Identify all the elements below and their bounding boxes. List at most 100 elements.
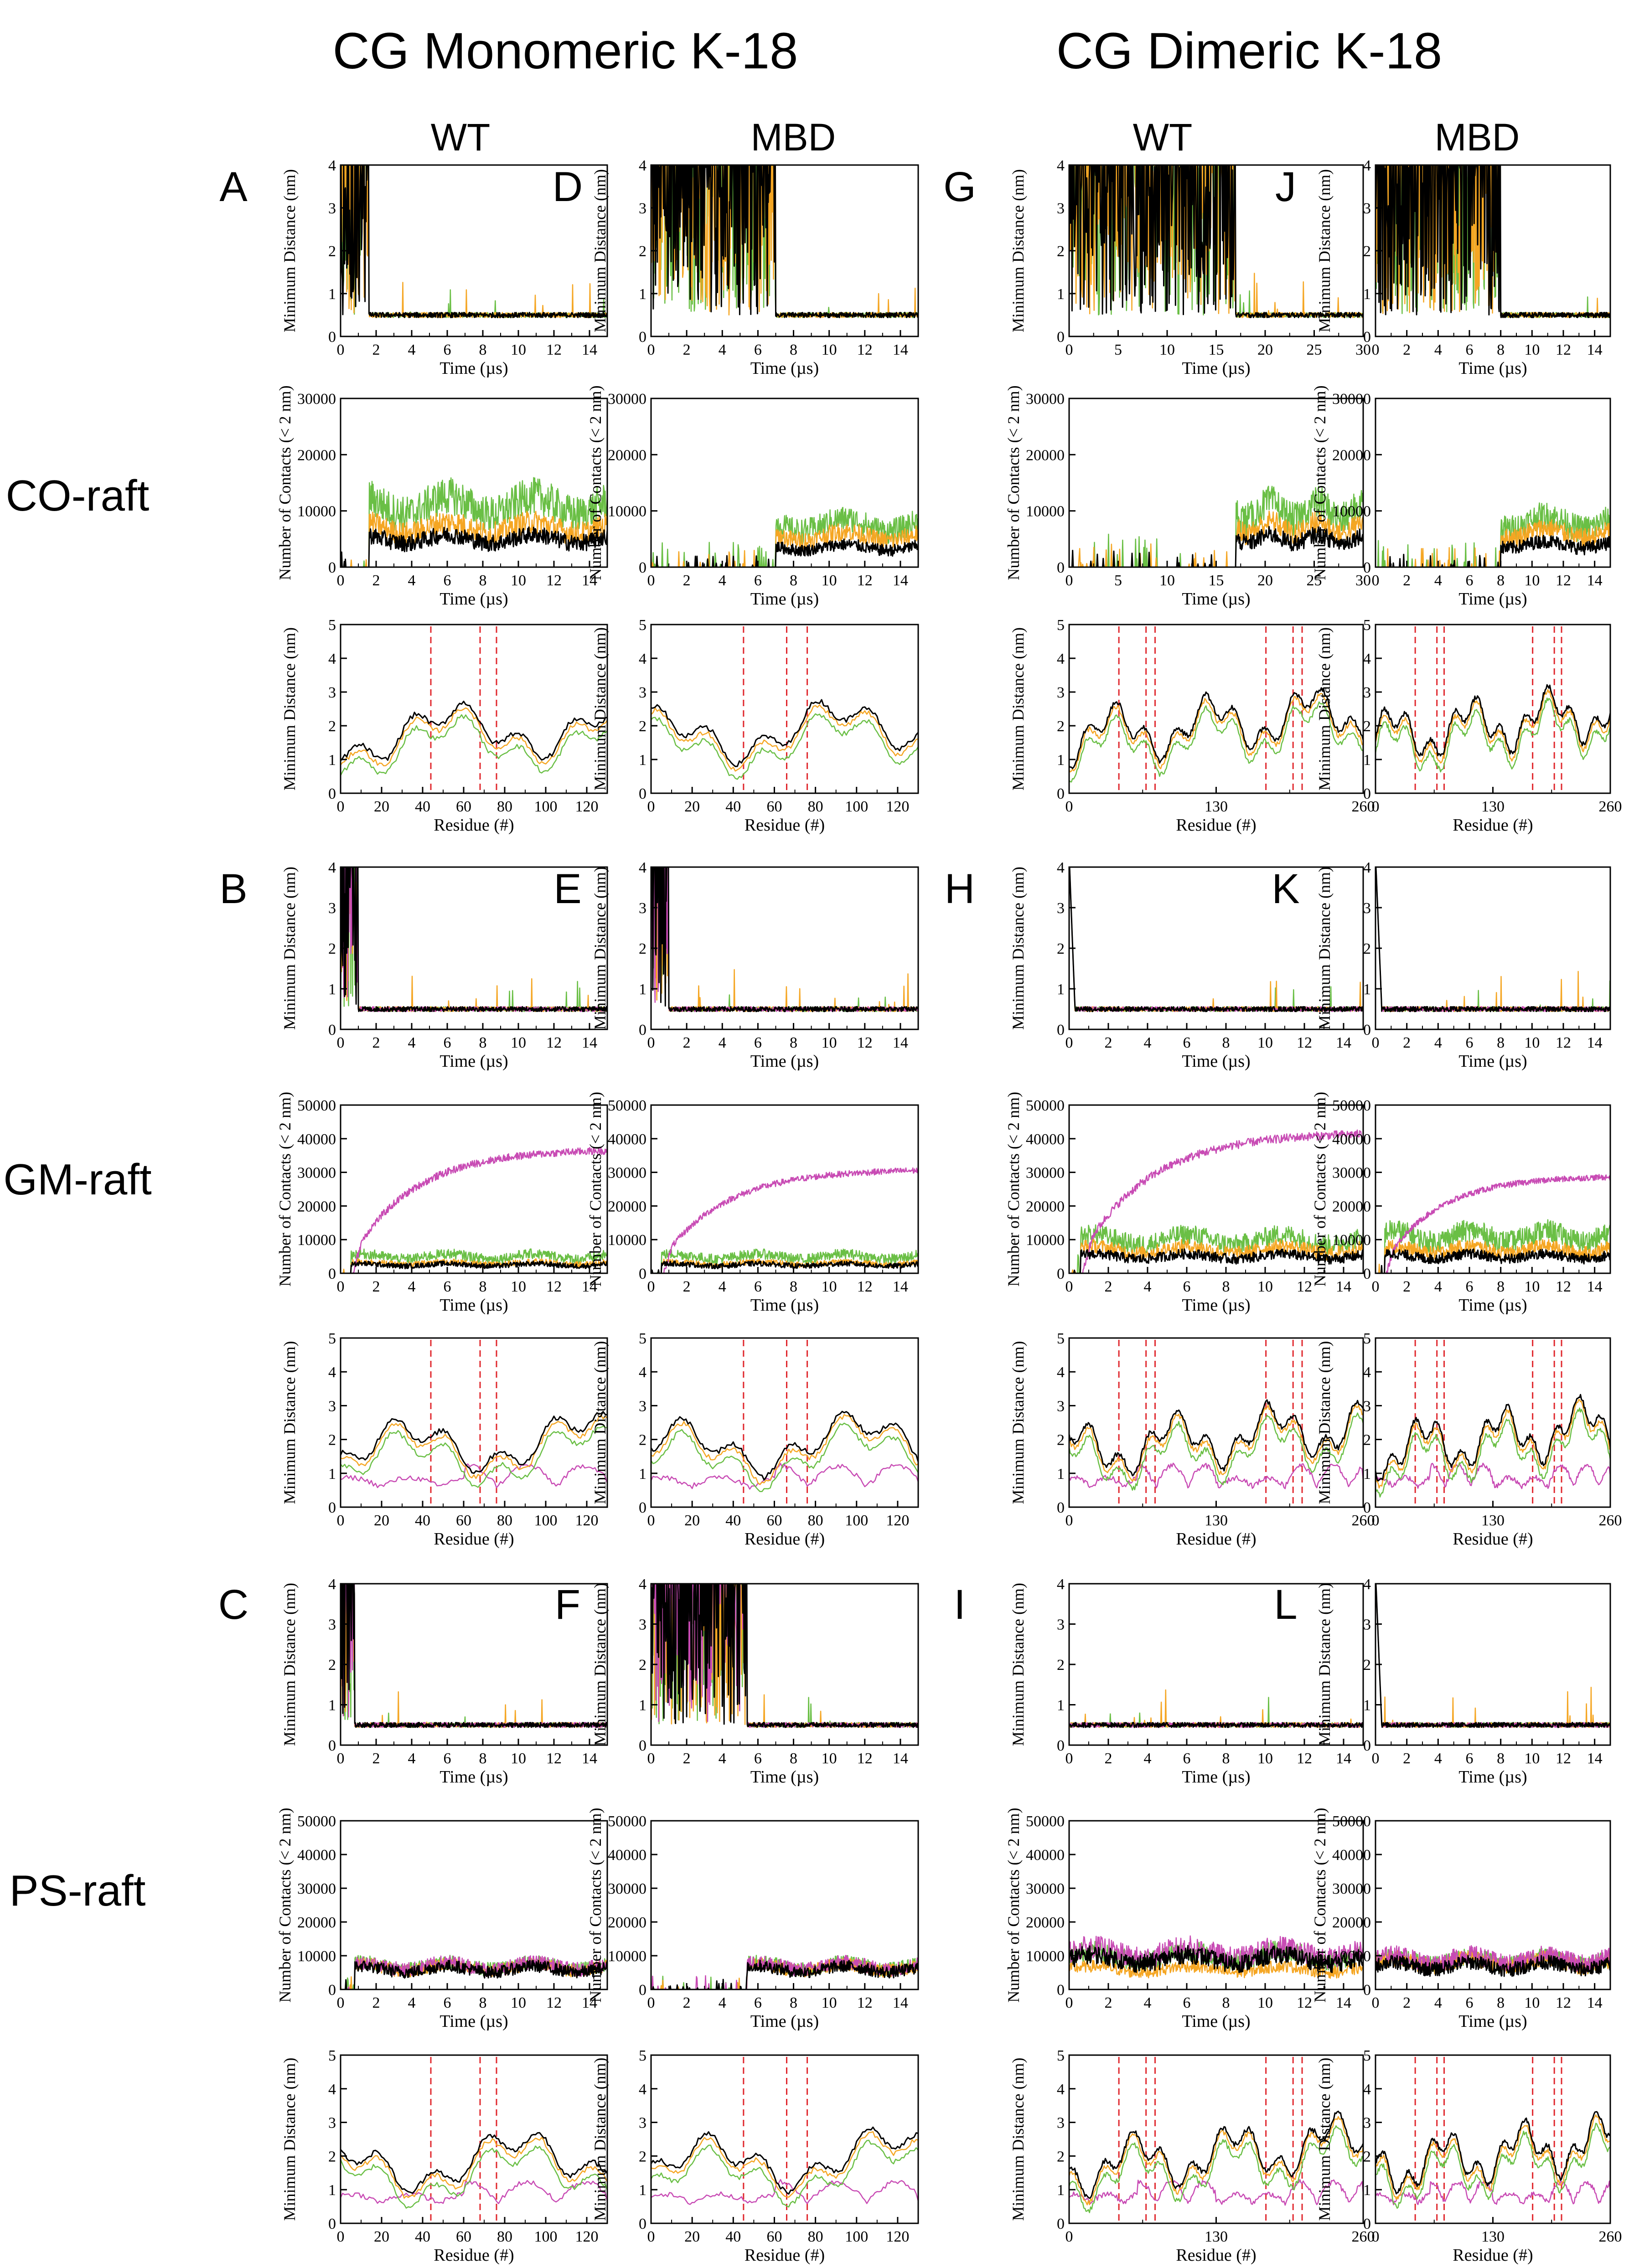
panel-F-residue-xlabel: Residue (#) [745, 2246, 825, 2265]
panel-D-distance-xtick-label: 14 [893, 341, 908, 358]
panel-G-distance-xtick-label: 20 [1257, 341, 1273, 358]
panel-H-contacts-ytick-label: 0 [1057, 1266, 1065, 1282]
panel-J-contacts-series-black [1375, 535, 1611, 568]
panel-F-distance-xtick-label: 8 [790, 1750, 797, 1767]
panel-H-distance-ytick-label: 1 [1057, 981, 1065, 998]
panel-J-residue-series-orange [1375, 689, 1611, 764]
panel-D-distance-ytick-label: 2 [639, 243, 646, 260]
panel-G-distance-xlabel: Time (µs) [1182, 359, 1250, 378]
panel-H-contacts-xtick-label: 10 [1257, 1278, 1273, 1295]
panel-A-residue-series-orange [340, 707, 608, 766]
panel-A-residue-ytick-label: 2 [328, 718, 336, 735]
panel-K-contacts-xtick-label: 14 [1587, 1278, 1603, 1295]
panel-A-residue-xtick-label: 60 [456, 798, 471, 815]
panel-I-contacts-ytick-label: 40000 [1026, 1847, 1065, 1864]
panel-G-contacts-xtick-label: 5 [1114, 572, 1122, 589]
panel-B-contacts-xtick-label: 0 [337, 1278, 345, 1295]
panel-F-distance-ytick-label: 0 [639, 1737, 646, 1754]
panel-G-residue-ytick-label: 2 [1057, 718, 1065, 735]
panel-D-distance-ylabel: Minimum Distance (nm) [591, 169, 609, 332]
panel-E-distance-ytick-label: 3 [639, 900, 646, 917]
panel-F-contacts-xtick-label: 14 [893, 1994, 908, 2011]
panel-I-contacts-xtick-label: 10 [1257, 1994, 1273, 2011]
panel-K-distance-ylabel: Minimum Distance (nm) [1315, 867, 1334, 1030]
panel-E-contacts-series-green [651, 1248, 919, 1274]
panel-B-distance-ytick-label: 4 [328, 859, 336, 876]
panel-A-contacts-xtick-label: 8 [479, 572, 487, 589]
panel-letter-C: C [218, 1581, 248, 1628]
panel-D-distance-xtick-label: 6 [754, 341, 762, 358]
panel-I-contacts-ytick-label: 10000 [1026, 1948, 1065, 1965]
panel-K-distance-ytick-label: 4 [1363, 859, 1371, 876]
panel-A-contacts-xtick-label: 14 [582, 572, 597, 589]
panel-E-residue-series-orange [651, 1414, 919, 1485]
panel-A-contacts-ylabel: Number of Contacts (< 2 nm) [276, 385, 294, 580]
panel-D-distance-xtick-label: 12 [857, 341, 873, 358]
row-label-ps-raft: PS-raft [10, 1866, 146, 1915]
panel-H-residue-series-orange [1069, 1404, 1364, 1482]
panel-I-contacts-series-magenta [1068, 1935, 1364, 1969]
panel-A-contacts-series-green [340, 477, 608, 568]
panel-E-distance-frame [650, 866, 919, 1030]
panel-A-distance-xtick-label: 10 [511, 341, 526, 358]
panel-D-residue-xtick-label: 40 [725, 798, 741, 815]
panel-E-residue-xtick-label: 80 [808, 1512, 823, 1529]
panel-I-contacts-xtick-label: 0 [1065, 1994, 1073, 2011]
panel-L-residue-xtick-label: 0 [1372, 2228, 1380, 2245]
panel-C-distance-xtick-label: 12 [546, 1750, 562, 1767]
panel-E-residue-ylabel: Minimum Distance (nm) [591, 1341, 609, 1504]
panel-G-contacts-xtick-label: 20 [1257, 572, 1273, 589]
panel-J-contacts-frame [1375, 398, 1611, 568]
panel-J-contacts-ylabel: Number of Contacts (< 2 nm) [1311, 385, 1329, 580]
panel-A-contacts-series-black [340, 526, 608, 568]
panel-H-contacts-xtick-label: 4 [1144, 1278, 1152, 1295]
panel-G-distance-xtick-label: 5 [1114, 341, 1122, 358]
panel-L-contacts-ylabel: Number of Contacts (< 2 nm) [1311, 1808, 1329, 2002]
panel-A-contacts-ytick-label: 0 [328, 559, 336, 576]
panel-H-residue-ytick-label: 5 [1057, 1330, 1065, 1347]
panel-A-residue-ytick-label: 3 [328, 684, 336, 701]
panel-J-distance-xtick-label: 14 [1587, 341, 1603, 358]
panel-I-distance-xtick-label: 12 [1297, 1750, 1312, 1767]
panel-I-residue-xtick-label: 130 [1205, 2228, 1228, 2245]
panel-E-residue-ytick-label: 1 [639, 1466, 646, 1483]
panel-E-distance-xtick-label: 0 [647, 1034, 655, 1051]
panel-C-residue-series-green [340, 2145, 608, 2209]
panel-H-contacts-ytick-label: 50000 [1026, 1097, 1065, 1114]
panel-L-contacts-xtick-label: 14 [1587, 1994, 1603, 2011]
panel-L-residue-ytick-label: 3 [1363, 2115, 1371, 2132]
panel-I-contacts-xtick-label: 4 [1144, 1994, 1152, 2011]
panel-A-residue-xlabel: Residue (#) [434, 816, 514, 835]
panel-F-distance-ytick-label: 2 [639, 1657, 646, 1674]
panel-D-residue-xlabel: Residue (#) [745, 816, 825, 835]
panel-E-distance-series-magenta [650, 866, 919, 1013]
panel-D-contacts-xtick-label: 0 [647, 572, 655, 589]
panel-K-distance-series-magenta [1375, 866, 1611, 1013]
panel-J-residue-ytick-label: 1 [1363, 752, 1371, 769]
panel-C-residue-xtick-label: 80 [497, 2228, 512, 2245]
panel-L-contacts-ytick-label: 0 [1363, 1982, 1371, 1999]
panel-I-residue-xtick-label: 260 [1352, 2228, 1375, 2245]
panel-L-contacts-xtick-label: 12 [1556, 1994, 1571, 2011]
panel-J-distance-ytick-label: 4 [1363, 157, 1371, 174]
panel-I-distance-xtick-label: 8 [1222, 1750, 1230, 1767]
panel-K-contacts-xtick-label: 4 [1434, 1278, 1442, 1295]
panel-G-distance-xtick-label: 0 [1065, 341, 1073, 358]
panel-F-residue-ytick-label: 1 [639, 2182, 646, 2199]
panel-C-residue-xtick-label: 20 [374, 2228, 389, 2245]
panel-L-residue-xtick-label: 130 [1481, 2228, 1505, 2245]
panel-L-contacts-xtick-label: 4 [1434, 1994, 1442, 2011]
panel-B-distance-xtick-label: 12 [546, 1034, 562, 1051]
panel-G-residue-series-green [1069, 701, 1364, 783]
panel-H-contacts-xlabel: Time (µs) [1182, 1296, 1250, 1315]
panel-D-residue-ytick-label: 3 [639, 684, 646, 701]
panel-E-distance-xtick-label: 6 [754, 1034, 762, 1051]
panel-E-distance-xtick-label: 2 [683, 1034, 691, 1051]
panel-letter-K: K [1272, 866, 1299, 912]
panel-K-contacts-series-magenta [1375, 1174, 1611, 1274]
panel-F-distance-ytick-label: 4 [639, 1576, 646, 1593]
panel-K-distance-series-black [1375, 866, 1611, 1013]
panel-D-distance-ytick-label: 1 [639, 286, 646, 303]
